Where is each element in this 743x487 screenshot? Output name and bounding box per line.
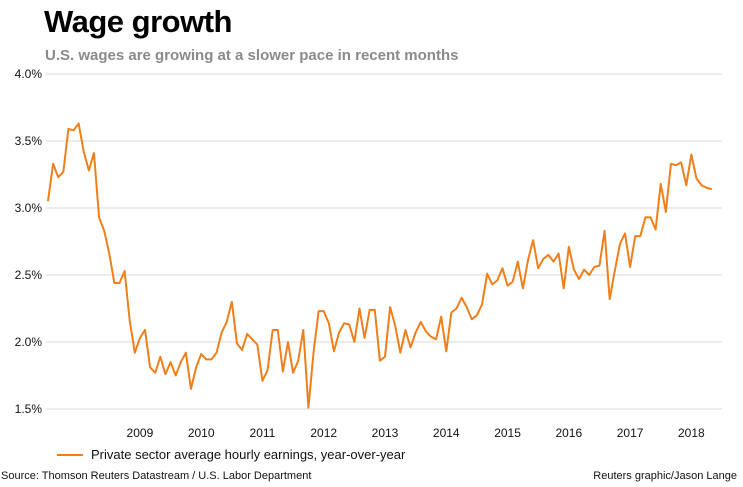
- y-tick-label: 1.5%: [15, 402, 43, 416]
- y-tick-label: 2.5%: [15, 268, 43, 282]
- x-axis-labels: 2009 2010 2011 2012 2013 2014 2015 2016 2017 2018: [127, 426, 705, 440]
- x-tick-label: 2016: [555, 426, 582, 440]
- legend-label: Private sector average hourly earnings, …: [91, 447, 406, 462]
- x-tick-label: 2017: [617, 426, 644, 440]
- x-tick-label: 2015: [494, 426, 521, 440]
- y-tick-label: 3.0%: [15, 201, 43, 215]
- x-tick-label: 2014: [433, 426, 460, 440]
- x-tick-label: 2010: [188, 426, 215, 440]
- x-tick-label: 2009: [127, 426, 154, 440]
- series-line: [47, 122, 713, 409]
- y-axis-labels: 1.5% 2.0% 2.5% 3.0% 3.5% 4.0%: [15, 67, 43, 416]
- y-tick-label: 3.5%: [15, 134, 43, 148]
- x-tick-label: 2013: [372, 426, 399, 440]
- x-tick-label: 2011: [250, 426, 276, 440]
- source-note: Source: Thomson Reuters Datastream / U.S…: [1, 470, 312, 482]
- y-tick-label: 4.0%: [15, 67, 43, 81]
- legend: Private sector average hourly earnings, …: [57, 447, 405, 462]
- chart-subtitle: U.S. wages are growing at a slower pace …: [45, 47, 459, 64]
- x-tick-label: 2018: [678, 426, 705, 440]
- legend-swatch: [57, 453, 83, 456]
- gridlines: [46, 73, 722, 410]
- credit-note: Reuters graphic/Jason Lange: [593, 470, 737, 482]
- series-layer: [47, 122, 713, 409]
- x-tick-label: 2012: [310, 426, 337, 440]
- chart-title: Wage growth: [44, 4, 232, 39]
- y-tick-label: 2.0%: [15, 335, 43, 349]
